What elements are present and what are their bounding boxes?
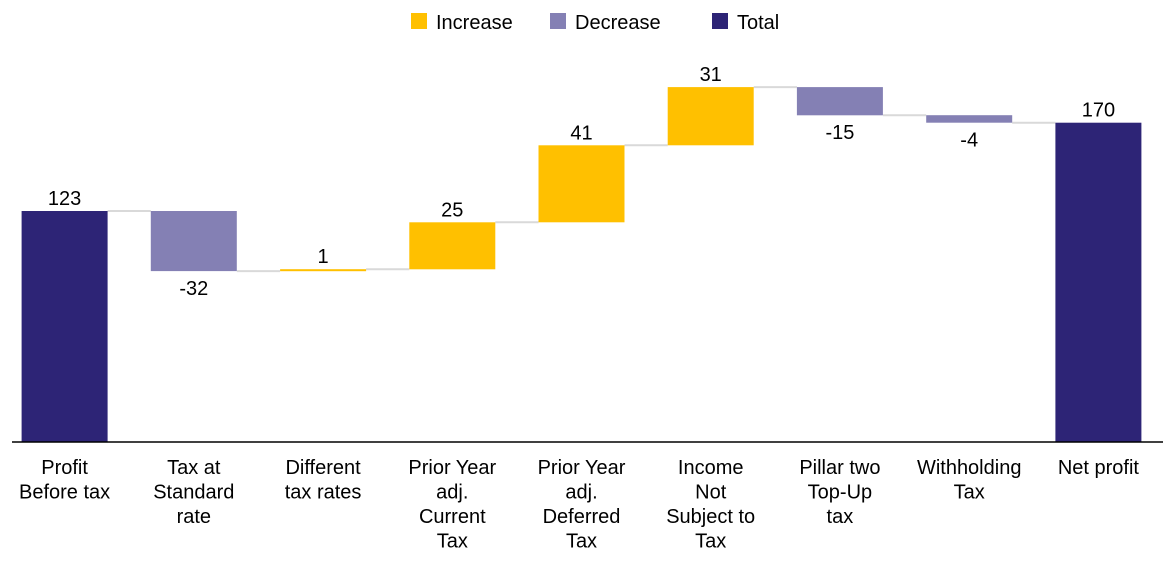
x-tick-label: Prior Year adj. Deferred Tax	[538, 457, 626, 553]
x-tick-label: Profit Before tax	[19, 457, 110, 504]
legend-label-decrease: Decrease	[575, 12, 661, 34]
data-label: 31	[700, 64, 722, 86]
category-labels: Profit Before tax Tax at Standard rate Differ…	[19, 457, 1139, 553]
x-tick-label: Withholding Tax	[917, 457, 1022, 504]
x-tick-label: Pillar two Top-Up tax	[799, 457, 880, 528]
data-label: 123	[48, 188, 81, 210]
x-tick-label: Income Not Subject to Tax	[666, 457, 755, 553]
bar-decrease	[926, 115, 1013, 123]
legend-swatch-increase	[411, 13, 427, 29]
data-label: 1	[318, 246, 329, 268]
bar-increase	[280, 269, 367, 272]
legend-swatch-total	[712, 13, 728, 29]
legend-swatch-decrease	[550, 13, 566, 29]
connector-lines	[107, 86, 1056, 273]
bar-total	[1055, 122, 1142, 442]
legend-label-total: Total	[737, 12, 779, 34]
data-label: 41	[570, 122, 592, 144]
value-labels: 123 -32 1 25 41 31 -15 -4 170	[48, 64, 1115, 300]
data-label: -32	[179, 278, 208, 300]
x-tick-label: Net profit	[1058, 457, 1140, 479]
bar-increase	[409, 222, 496, 270]
x-tick-label: Prior Year adj. Current Tax	[408, 457, 496, 553]
data-label: -4	[960, 130, 978, 152]
bar-total	[21, 211, 108, 442]
bar-decrease	[150, 211, 237, 272]
data-label: -15	[825, 122, 854, 144]
legend-label-increase: Increase	[436, 12, 513, 34]
x-tick-label: Tax at Standard rate	[153, 457, 234, 528]
bar-increase	[538, 145, 625, 223]
x-tick-label: Different tax rates	[285, 457, 362, 504]
bars	[21, 87, 1142, 442]
chart-legend: Increase Decrease Total	[411, 12, 779, 34]
bar-increase	[667, 87, 754, 146]
data-label: 170	[1082, 100, 1115, 122]
bar-decrease	[796, 87, 883, 116]
data-label: 25	[441, 199, 463, 221]
